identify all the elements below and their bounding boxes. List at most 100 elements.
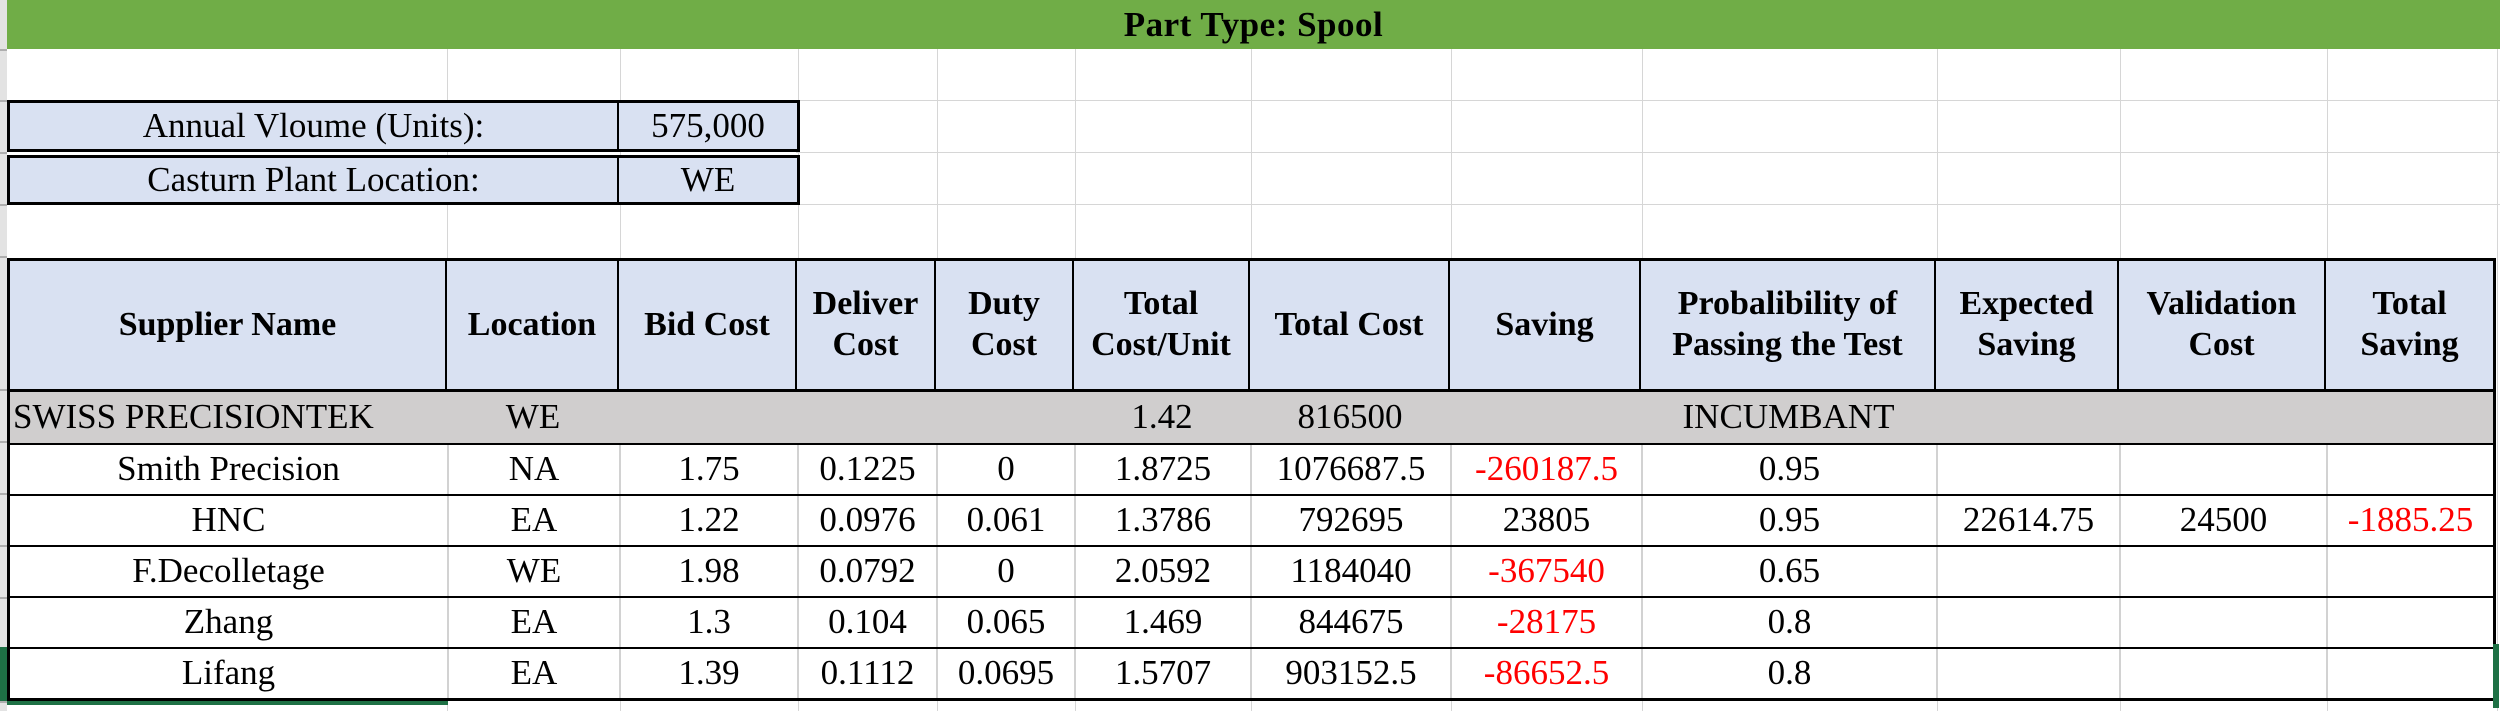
cell[interactable]: 792695	[1250, 496, 1450, 545]
cell[interactable]	[1936, 598, 2119, 647]
cell[interactable]: 0.95	[1641, 496, 1936, 545]
cell[interactable]	[936, 392, 1074, 443]
cell[interactable]: INCUMBANT	[1682, 397, 1895, 436]
cell[interactable]: -260187.5	[1450, 445, 1641, 494]
cell[interactable]	[2119, 649, 2326, 698]
cell[interactable]: -367540	[1450, 547, 1641, 596]
column-header-bid-cost[interactable]: Bid Cost	[619, 261, 797, 389]
cell[interactable]: 1.3	[619, 598, 797, 647]
cell[interactable]: 0.061	[936, 496, 1074, 545]
cell[interactable]: 1.22	[619, 496, 797, 545]
cell[interactable]: 24500	[2119, 496, 2326, 545]
annual-volume-value-cell[interactable]: 575,000	[619, 103, 797, 149]
cell[interactable]: 0.065	[936, 598, 1074, 647]
cell[interactable]: 1184040	[1250, 547, 1450, 596]
cell[interactable]: 0.8	[1641, 649, 1936, 698]
cell[interactable]: 1.98	[619, 547, 797, 596]
cell[interactable]	[2119, 598, 2326, 647]
cell[interactable]	[2326, 598, 2493, 647]
cell[interactable]	[797, 392, 936, 443]
annual-volume-label-cell[interactable]: Annual Vloume (Units):	[10, 103, 619, 149]
cell[interactable]: NA	[447, 445, 619, 494]
plant-location-value: WE	[680, 160, 736, 199]
cell[interactable]	[2119, 547, 2326, 596]
cell[interactable]: EA	[447, 649, 619, 698]
column-header-saving[interactable]: Saving	[1450, 261, 1641, 389]
plant-location-value-cell[interactable]: WE	[619, 158, 797, 202]
cell[interactable]: 22614.75	[1936, 496, 2119, 545]
cell[interactable]: WE	[447, 547, 619, 596]
column-header-probalibility-of-passing-the-test[interactable]: Probalibility of Passing the Test	[1641, 261, 1936, 389]
cell[interactable]: 0.1112	[797, 649, 936, 698]
cell[interactable]: SWISS PRECISIONTEK	[13, 397, 374, 436]
column-header-total-saving[interactable]: Total Saving	[2360, 285, 2459, 363]
part-type-title: Part Type: Spool	[1123, 4, 1384, 44]
cell[interactable]: 1.75	[619, 445, 797, 494]
cell[interactable]: 844675	[1250, 598, 1450, 647]
plant-location-label-cell[interactable]: Casturn Plant Location:	[10, 158, 619, 202]
cell[interactable]: 23805	[1450, 496, 1641, 545]
selected-row-header-highlight[interactable]	[0, 647, 7, 701]
cell[interactable]: 0.0792	[797, 547, 936, 596]
column-header-total-cost[interactable]: Total Cost	[1250, 261, 1450, 389]
row-header-gutter[interactable]	[0, 0, 7, 711]
cell[interactable]: 0.104	[797, 598, 936, 647]
cell[interactable]: EA	[447, 598, 619, 647]
cell[interactable]: -86652.5	[1450, 649, 1641, 698]
cell[interactable]: 0	[936, 547, 1074, 596]
cell[interactable]: 0.0976	[797, 496, 936, 545]
cell[interactable]	[1936, 392, 2119, 443]
cell[interactable]: 903152.5	[1250, 649, 1450, 698]
cell[interactable]: Lifang	[181, 653, 276, 692]
cell[interactable]: 816500	[1297, 397, 1403, 436]
cell[interactable]	[2326, 445, 2493, 494]
cell[interactable]	[2326, 649, 2493, 698]
cell[interactable]: Smith Precision	[117, 449, 340, 488]
cell[interactable]: -28175	[1450, 598, 1641, 647]
column-header-location[interactable]: Location	[447, 261, 619, 389]
cell[interactable]: 0.95	[1641, 445, 1936, 494]
cell[interactable]: HNC	[191, 500, 266, 539]
table-row: Zhang EA 1.3 0.104 0.065 1.469 844675 -28175 0.8	[10, 596, 2493, 647]
column-header-duty-cost[interactable]: Duty Cost	[936, 261, 1074, 389]
cell[interactable]: F.Decolletage	[132, 551, 325, 590]
bid-comparison-table: Supplier Name Location Bid Cost Deliver Cos…	[7, 258, 2496, 701]
column-header-deliver-cost[interactable]: Deliver Cost	[797, 261, 936, 389]
cell[interactable]	[1450, 392, 1641, 443]
cell[interactable]	[1936, 649, 2119, 698]
column-header-validation-cost[interactable]: Validation Cost	[2119, 261, 2326, 389]
cell[interactable]: 0.8	[1641, 598, 1936, 647]
cell[interactable]	[2326, 547, 2493, 596]
plant-location-label: Casturn Plant Location:	[147, 160, 480, 199]
row-header-separator	[0, 204, 7, 206]
cell[interactable]	[2326, 392, 2493, 443]
cell[interactable]: WE	[505, 397, 561, 436]
cell[interactable]	[2119, 445, 2326, 494]
cell[interactable]: 1.39	[619, 649, 797, 698]
row-header-separator	[0, 597, 7, 599]
cell[interactable]: 0.1225	[797, 445, 936, 494]
cell[interactable]: 1.469	[1074, 598, 1250, 647]
cell[interactable]: 0.65	[1641, 547, 1936, 596]
cell[interactable]: EA	[447, 496, 619, 545]
cell[interactable]: Zhang	[183, 602, 274, 641]
cell[interactable]: -1885.25	[2326, 496, 2493, 545]
cell[interactable]: 1.5707	[1074, 649, 1250, 698]
cell[interactable]	[1936, 445, 2119, 494]
cell[interactable]	[1936, 547, 2119, 596]
cell[interactable]: 0.0695	[936, 649, 1074, 698]
cell[interactable]: 1.8725	[1074, 445, 1250, 494]
column-header-supplier-name[interactable]: Supplier Name	[10, 261, 447, 389]
cell[interactable]: 1.42	[1131, 397, 1193, 436]
column-header-total-cost-unit[interactable]: Total Cost/Unit	[1074, 261, 1250, 389]
cell[interactable]: 2.0592	[1074, 547, 1250, 596]
part-type-banner[interactable]: Part Type: Spool	[7, 0, 2500, 49]
cell[interactable]: 0	[936, 445, 1074, 494]
row-header-separator	[0, 256, 7, 258]
column-header-expected-saving[interactable]: Expected Saving	[1936, 261, 2119, 389]
gridline-vertical	[2497, 49, 2498, 711]
cell[interactable]	[619, 392, 797, 443]
cell[interactable]: 1076687.5	[1250, 445, 1450, 494]
cell[interactable]	[2119, 392, 2326, 443]
cell[interactable]: 1.3786	[1074, 496, 1250, 545]
